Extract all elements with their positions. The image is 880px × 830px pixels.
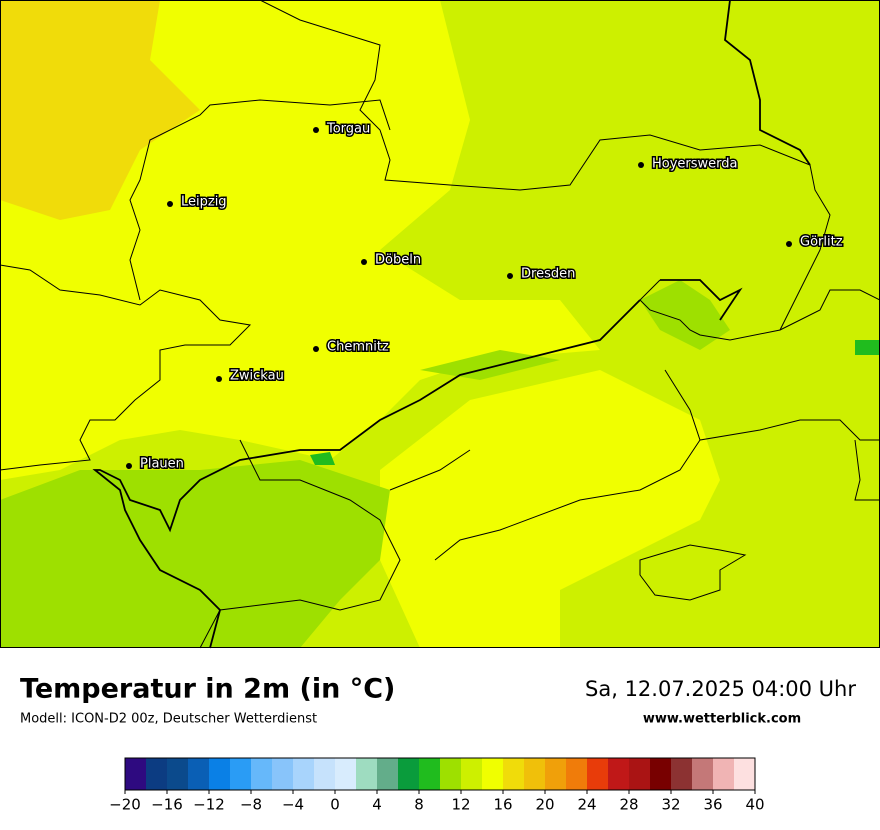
colorbar-swatch [146, 758, 167, 790]
city-dot [126, 463, 132, 469]
colorbar-swatch [650, 758, 671, 790]
colorbar-swatch [587, 758, 608, 790]
city-dot [786, 241, 792, 247]
city-label: Leipzig [181, 195, 227, 210]
colorbar-swatch [692, 758, 713, 790]
colorbar-swatch [377, 758, 398, 790]
colorbar-swatch [272, 758, 293, 790]
coolest-region [855, 340, 880, 355]
colorbar-swatch [566, 758, 587, 790]
colorbar-tick-label: 16 [493, 796, 512, 814]
colorbar-swatch [629, 758, 650, 790]
city-label: Görlitz [800, 235, 843, 250]
national-border [92, 0, 811, 649]
city-label: Plauen [140, 457, 184, 472]
colorbar-swatch [293, 758, 314, 790]
colorbar-swatch [419, 758, 440, 790]
colorbar-swatch [713, 758, 734, 790]
datetime: Sa, 12.07.2025 04:00 Uhr [585, 677, 856, 701]
colorbar-swatch [314, 758, 335, 790]
colorbar-tick-label: 0 [330, 796, 340, 814]
title: Temperatur in 2m (in °C) [20, 674, 395, 705]
colorbar-swatch [398, 758, 419, 790]
city-label: Döbeln [375, 253, 421, 268]
colorbar-swatch [671, 758, 692, 790]
map: Torgau Hoyerswerda Leipzig Görlitz Döbel… [0, 0, 880, 649]
colorbar-swatch [608, 758, 629, 790]
cool-region [640, 280, 730, 350]
colorbar-swatch [524, 758, 545, 790]
colorbar-tick-label: −12 [193, 796, 225, 814]
colorbar-swatch [188, 758, 209, 790]
colorbar-tick-label: −16 [151, 796, 183, 814]
colorbar-swatch [461, 758, 482, 790]
city-dot [313, 127, 319, 133]
colorbar-swatch [251, 758, 272, 790]
colorbar-swatch [734, 758, 755, 790]
colorbar-swatch [230, 758, 251, 790]
city-label: Torgau [326, 122, 370, 137]
city-dot [507, 273, 513, 279]
colorbar-swatch [167, 758, 188, 790]
colorbar-swatch [440, 758, 461, 790]
colorbar-swatch [356, 758, 377, 790]
colorbar-tick-label: −4 [282, 796, 304, 814]
website: www.wetterblick.com [643, 712, 801, 727]
colorbar-tick-label: 40 [745, 796, 764, 814]
city-dot [361, 259, 367, 265]
colorbar-swatch [503, 758, 524, 790]
warmest-region [0, 0, 200, 220]
coolest-region [310, 452, 335, 465]
city-label: Chemnitz [327, 340, 389, 355]
city-label: Hoyerswerda [652, 157, 738, 172]
colorbar-tick-label: 20 [535, 796, 554, 814]
colorbar-swatch [482, 758, 503, 790]
city-dot [216, 376, 222, 382]
colorbar-tick-label: 24 [577, 796, 596, 814]
cool-region [420, 350, 560, 380]
city-dot [313, 346, 319, 352]
colorbar-swatch [335, 758, 356, 790]
colorbar-tick-label: 8 [414, 796, 424, 814]
city-label: Dresden [521, 267, 575, 282]
colorbar-swatch [125, 758, 146, 790]
city-dot [167, 201, 173, 207]
borders [0, 0, 880, 649]
colorbar-tick-label: 36 [703, 796, 722, 814]
colorbar-tick-label: −20 [109, 796, 141, 814]
warm-region [380, 370, 720, 648]
subtitle: Modell: ICON-D2 00z, Deutscher Wetterdie… [20, 712, 317, 727]
colorbar-frame [124, 757, 756, 791]
colorbar-tick-label: 32 [661, 796, 680, 814]
colorbar-swatch [209, 758, 230, 790]
city-dot [638, 162, 644, 168]
city-label: Zwickau [230, 369, 284, 384]
colorbar-tick-label: 4 [372, 796, 382, 814]
colorbar-tick-label: 28 [619, 796, 638, 814]
colorbar: −20 −16 −12 −8 −4 0 4 8 12 16 20 24 28 32 36 40 [109, 757, 765, 814]
colorbar-swatch [545, 758, 566, 790]
colorbar-tick-label: 12 [451, 796, 470, 814]
colorbar-tick-label: −8 [240, 796, 262, 814]
cities: Torgau Hoyerswerda Leipzig Görlitz Döbel… [126, 120, 844, 473]
